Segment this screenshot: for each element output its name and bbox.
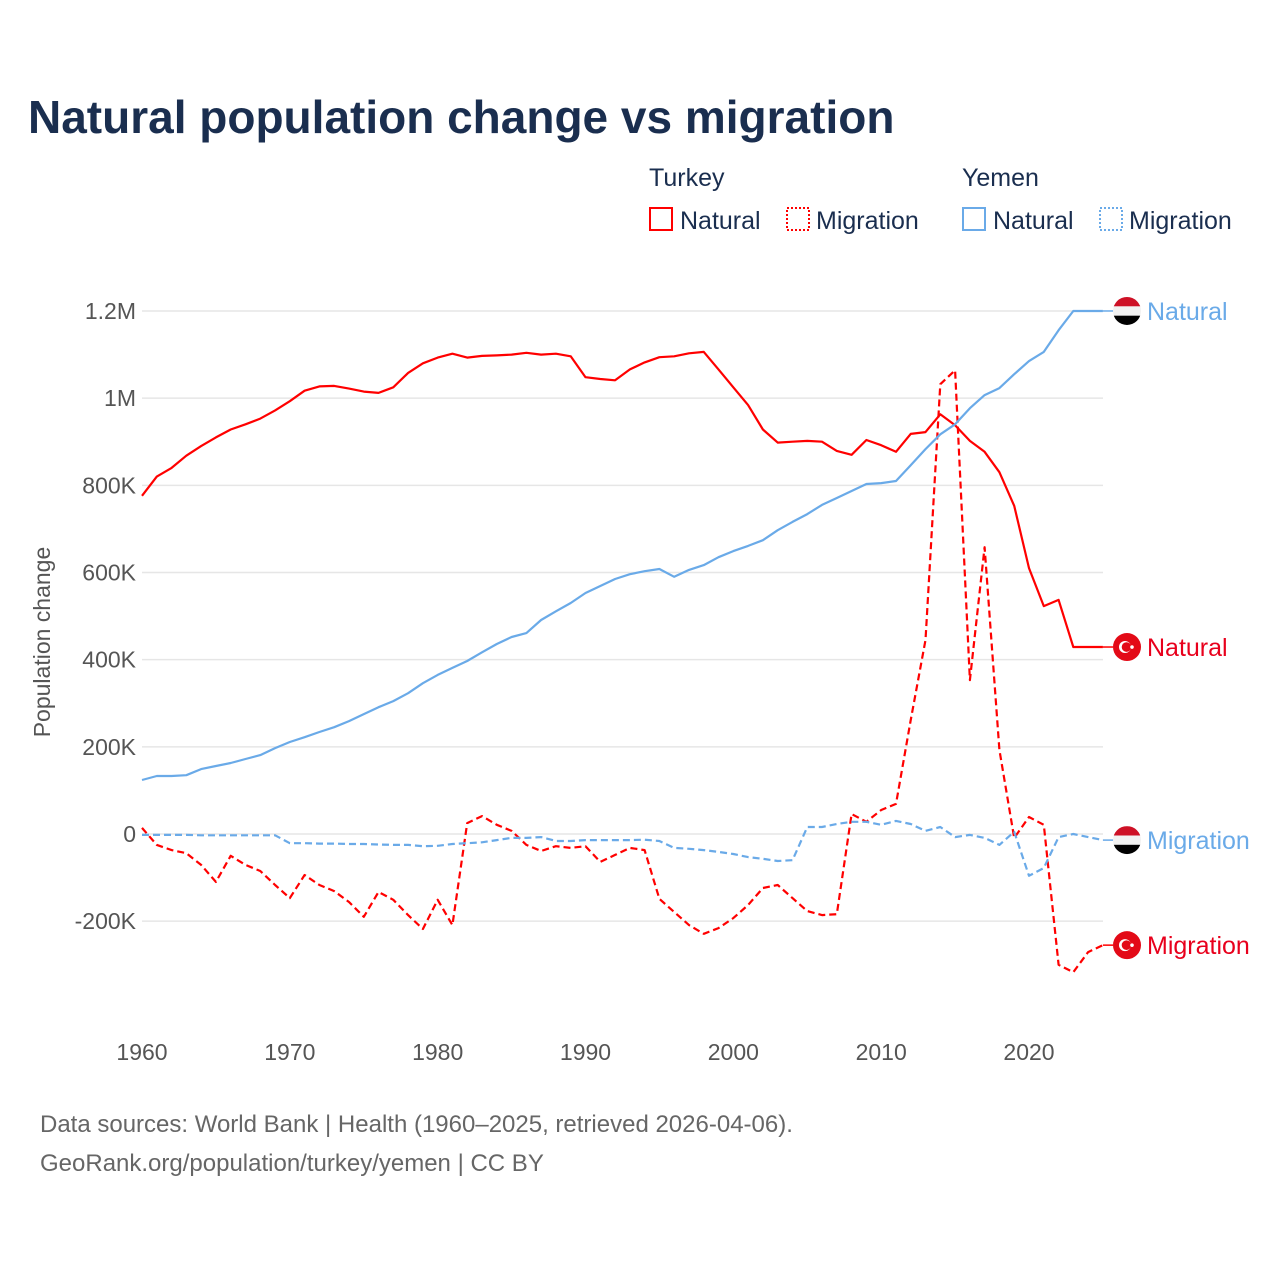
y-tick-label: 800K [82, 472, 136, 498]
y-tick-label: 1.2M [85, 298, 136, 324]
series-line-turkey-migration [141, 369, 1104, 974]
x-tick-label: 1970 [264, 1039, 315, 1065]
y-tick-label: 400K [82, 647, 136, 673]
y-tick-label: 200K [82, 734, 136, 760]
yemen-flag-black [1113, 315, 1141, 325]
legend-swatch-yemen-natural [962, 207, 986, 231]
legend-swatch-turkey-natural [649, 207, 673, 231]
source-line-2[interactable]: GeoRank.org/population/turkey/yemen | CC… [40, 1150, 544, 1177]
x-tick-label: 1980 [412, 1039, 463, 1065]
legend-group-yemen: Yemen [962, 164, 1039, 192]
y-tick-label: -200K [75, 908, 137, 934]
x-tick-label: 2010 [856, 1039, 907, 1065]
yemen-flag-black [1113, 844, 1141, 855]
series-line-yemen-natural [141, 309, 1103, 782]
yemen-flag-white [1113, 835, 1141, 845]
yemen-flag-icon [1113, 826, 1141, 855]
end-label-yemen-natural: Natural [1147, 298, 1228, 326]
chart-title: Natural population change vs migration [28, 91, 894, 143]
series-line-turkey-natural [141, 350, 1103, 649]
yemen-flag-red [1113, 296, 1141, 307]
end-label-yemen-migration: Migration [1147, 827, 1250, 855]
yemen-flag-red [1113, 826, 1141, 836]
turkey-flag-crescent-cut [1121, 642, 1132, 652]
x-tick-label: 2000 [708, 1039, 759, 1065]
series-line-yemen-migration [142, 819, 1104, 877]
x-tick-label: 1990 [560, 1039, 611, 1065]
legend-item-yemen-migration[interactable]: Migration [1129, 207, 1232, 235]
legend-item-turkey-natural[interactable]: Natural [680, 207, 761, 235]
legend-item-yemen-natural[interactable]: Natural [993, 207, 1074, 235]
legend-swatch-turkey-migration [786, 207, 810, 231]
turkey-flag-star [1130, 645, 1134, 649]
yemen-flag-icon [1113, 296, 1141, 325]
legend: Turkey Natural Migration Yemen Natural M… [649, 164, 1232, 235]
end-label-turkey-migration: Migration [1147, 932, 1250, 960]
source-line-1: Data sources: World Bank | Health (1960–… [40, 1111, 793, 1138]
end-label-turkey-natural: Natural [1147, 634, 1228, 662]
turkey-flag-crescent-cut [1121, 940, 1132, 950]
y-tick-label: 600K [82, 559, 136, 585]
x-tick-label: 2020 [1003, 1039, 1054, 1065]
x-tick-label: 1960 [116, 1039, 167, 1065]
y-axis-label: Population change [29, 547, 55, 738]
y-tick-label: 0 [123, 821, 136, 847]
y-tick-label: 1M [104, 385, 136, 411]
legend-group-turkey: Turkey [649, 164, 725, 192]
yemen-flag-white [1113, 306, 1141, 316]
legend-swatch-yemen-migration [1099, 207, 1123, 231]
turkey-flag-star [1130, 943, 1134, 947]
legend-item-turkey-migration[interactable]: Migration [816, 207, 919, 235]
